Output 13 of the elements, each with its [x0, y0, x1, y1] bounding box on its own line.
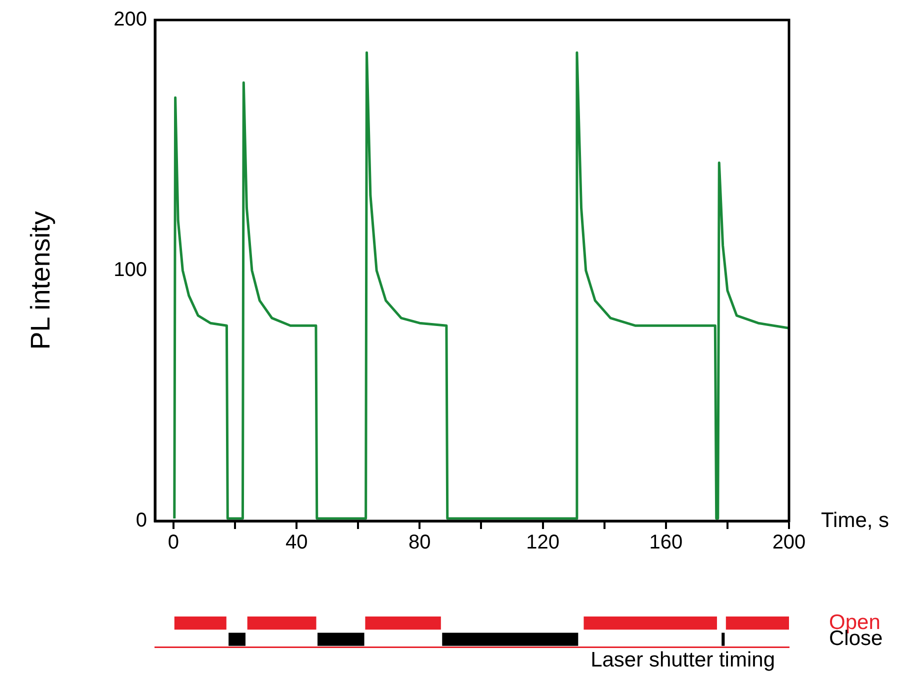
- x-tick-label: 40: [285, 532, 308, 554]
- y-tick-label: 0: [136, 510, 147, 532]
- x-axis-title: Laser shutter timing: [590, 648, 775, 672]
- x-tick-label: 0: [168, 532, 180, 554]
- x-axis-title: Time, s: [821, 508, 890, 532]
- y-tick-label: 100: [114, 259, 147, 282]
- x-tick-label: 200: [772, 532, 806, 554]
- y-tick-label: 200: [114, 8, 147, 31]
- x-tick-label: 80: [408, 532, 431, 554]
- x-tick-label: 120: [526, 532, 560, 554]
- bar: [726, 616, 789, 630]
- x-tick-label: 160: [649, 532, 683, 554]
- y-axis-title: PL intensity: [25, 210, 56, 350]
